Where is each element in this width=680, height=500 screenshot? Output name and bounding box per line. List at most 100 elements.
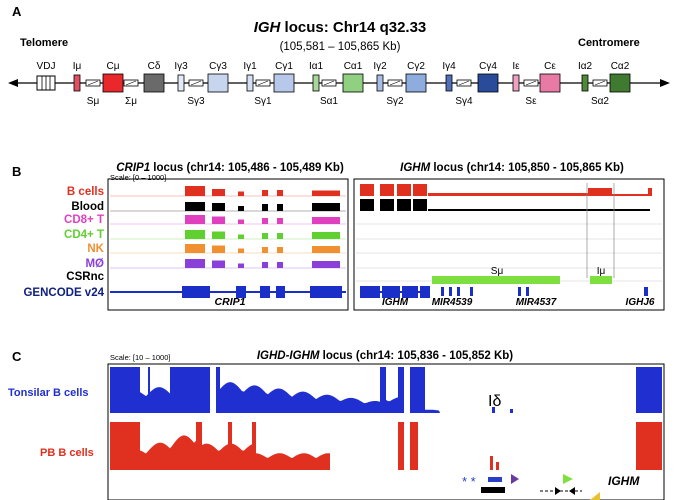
switch-hatch — [594, 80, 606, 86]
switch-hatch — [525, 80, 537, 86]
crip1-signal-bar — [277, 204, 283, 211]
crip1-signal-bar — [277, 218, 283, 224]
crip1-signal-bar — [312, 190, 340, 196]
smu-label: Sμ — [491, 266, 504, 277]
segment-bottom-label: Sγ1 — [254, 96, 272, 107]
pb-b-label: PB B cells — [40, 447, 94, 459]
panel-c-letter: C — [12, 349, 22, 364]
constant-box — [273, 73, 295, 93]
tonsilar-b-label: Tonsilar B cells — [8, 387, 89, 399]
crip1-exon — [276, 286, 285, 298]
crip1-signal-bar — [262, 218, 268, 224]
asterisks: * * — [462, 474, 476, 489]
ighm-exon — [382, 286, 400, 298]
panel-b-left-title: CRIP1 locus (chr14: 105,486 - 105,489 Kb… — [116, 162, 344, 174]
tonsilar-profile — [386, 397, 398, 413]
annot-blue-box — [488, 477, 502, 482]
ighm-region-gene-label: IGHJ6 — [626, 297, 655, 308]
constant-box — [477, 73, 499, 93]
segment-top-label: Iγ3 — [174, 61, 188, 72]
ighm-gene-label: IGHM — [608, 474, 640, 488]
constant-box — [143, 73, 165, 93]
crip1-signal-bar — [277, 190, 283, 196]
annot-purple-arrow-icon — [511, 474, 519, 484]
pb-block — [196, 422, 202, 470]
tonsilar-block — [380, 367, 386, 413]
ighm-blood-bar — [380, 199, 394, 211]
pb-block — [110, 422, 140, 470]
segment-top-label: Iγ1 — [243, 61, 257, 72]
panel-b-right-frame — [353, 178, 665, 311]
ighm-bcell-bar — [380, 184, 394, 196]
panel-a-letter: A — [12, 4, 22, 19]
ighm-blood-bar — [397, 199, 411, 211]
pb-small-peak — [496, 462, 499, 470]
track-label: CD8+ T — [64, 214, 104, 226]
centromere-label: Centromere — [578, 37, 640, 49]
ighm-region-gene-label: IGHM — [382, 297, 409, 308]
intron-box — [376, 74, 384, 92]
panel-b-scale: Scale: [0 – 1000] — [110, 173, 166, 182]
panel-c-scale: Scale: [10 – 1000] — [110, 353, 170, 362]
segment-top-label: Cα2 — [611, 61, 630, 72]
tonsilar-profile — [425, 409, 440, 413]
crip1-signal-bar — [212, 245, 225, 253]
imu-label: Iμ — [597, 266, 606, 277]
crip1-signal-bar — [212, 260, 225, 268]
switch-hatch — [389, 80, 401, 86]
locus-segments: VDJ Iμ Sμ Cμ Σμ Cδ Iγ3 Sγ3 Cγ3 Iγ1 Sγ1 Cγ1 Iα1 Sα1 Cα1… — [36, 61, 631, 107]
panel-c-title-gene: IGHD-IGHM — [257, 350, 320, 362]
segment-top-label: Cδ — [148, 61, 161, 72]
panel-a-title-gene: IGH — [254, 19, 282, 36]
pb-profile — [202, 443, 228, 470]
pb-profile — [256, 453, 330, 470]
track-label: CSRnc — [66, 271, 104, 283]
mir-tick — [449, 287, 452, 296]
constant-box — [207, 73, 229, 93]
panel-c-frame — [107, 363, 665, 500]
ighm-region-gene-label: MIR4537 — [516, 297, 557, 308]
mir-tick — [457, 287, 460, 296]
crip1-signal-bar — [312, 246, 340, 253]
mir-tick — [526, 287, 529, 296]
panel-b-left-title-rest: locus (chr14: 105,486 - 105,489 Kb) — [150, 162, 344, 174]
panel-c-title: IGHD-IGHM locus (chr14: 105,836 - 105,85… — [257, 350, 513, 362]
ighm-exon — [402, 286, 418, 298]
panel-c: C IGHD-IGHM locus (chr14: 105,836 - 105,… — [8, 349, 665, 500]
ighm-blood-bar — [360, 199, 374, 211]
segment-top-label: Cε — [544, 61, 556, 72]
crip1-signal-bar — [185, 186, 205, 196]
segment-top-label: Cγ1 — [275, 61, 293, 72]
crip1-signal-bar — [238, 248, 244, 253]
pb-block — [410, 422, 418, 470]
switch-hatch — [323, 80, 335, 86]
track-label: Blood — [71, 201, 104, 213]
panel-c-title-rest: locus (chr14: 105,836 - 105,852 Kb) — [319, 350, 513, 362]
ighm-exon — [420, 286, 430, 298]
ighm-region-gene-label: MIR4539 — [432, 297, 473, 308]
constant-box — [539, 73, 561, 93]
smu-bar — [432, 276, 560, 284]
crip1-gene-label: CRIP1 — [215, 296, 246, 308]
segment-top-label: Iα2 — [578, 61, 593, 72]
segment-bottom-label: Sγ2 — [386, 96, 404, 107]
tonsilar-block — [636, 367, 662, 413]
switch-hatch — [190, 80, 202, 86]
tonsilar-profile — [220, 382, 380, 413]
constant-box — [102, 73, 124, 93]
segment-top-label: Iγ2 — [373, 61, 387, 72]
crip1-exon — [260, 286, 270, 298]
segment-bottom-label: Sε — [525, 96, 537, 107]
mir-tick — [441, 287, 444, 296]
tonsilar-small-peak — [510, 409, 513, 413]
axis-arrow-left-icon — [8, 79, 18, 87]
crip1-signal-bar — [238, 191, 244, 196]
crip1-signal-bar — [312, 232, 340, 239]
ighm-blood-bar — [413, 199, 427, 211]
crip1-signal-bar — [262, 233, 268, 239]
annot-yellow-arrow-icon — [590, 492, 600, 500]
segment-top-label: Iγ4 — [442, 61, 456, 72]
pb-block — [228, 422, 232, 470]
pb-profile — [232, 443, 252, 470]
